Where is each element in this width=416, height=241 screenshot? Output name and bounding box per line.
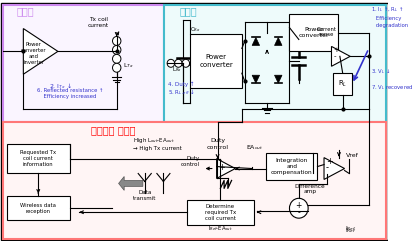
Text: 4. Duty ↑
5. R$_{L,eff}$ ↓: 4. Duty ↑ 5. R$_{L,eff}$ ↓ [168, 81, 196, 97]
Circle shape [175, 59, 182, 67]
Text: I$_{Ref}$: I$_{Ref}$ [346, 226, 357, 235]
Text: C$_{Rx}$: C$_{Rx}$ [191, 26, 201, 34]
Bar [191, 33, 242, 88]
Text: Vref: Vref [347, 153, 359, 158]
Text: Difference
amp: Difference amp [295, 184, 325, 194]
Polygon shape [252, 38, 260, 46]
Text: +: + [218, 162, 225, 172]
Text: 6. Reflected resistance ↑
    Efficiency increased: 6. Reflected resistance ↑ Efficiency inc… [37, 88, 104, 99]
Bar [7, 196, 70, 220]
Text: Integration
and
compensation: Integration and compensation [271, 158, 312, 175]
Bar [187, 200, 254, 225]
Text: -: - [333, 53, 336, 59]
Text: 2. I$_{Tx}$ ↓: 2. I$_{Tx}$ ↓ [49, 81, 72, 91]
Text: Determine
required Tx
coil current: Determine required Tx coil current [205, 204, 236, 221]
Bar [7, 144, 70, 174]
Text: L$_{Rx}$: L$_{Rx}$ [172, 65, 182, 74]
Text: 1. I$_L$ ↑, R$_L$ ↑
   Efficiency
   degradation: 1. I$_L$ ↑, R$_L$ ↑ Efficiency degradati… [371, 6, 408, 27]
Polygon shape [217, 159, 235, 178]
Circle shape [167, 59, 175, 67]
Circle shape [112, 54, 121, 63]
Text: Wireless data
reception: Wireless data reception [20, 203, 56, 214]
Text: 수신부: 수신부 [179, 7, 197, 17]
Text: Power
converter: Power converter [199, 54, 233, 67]
Text: High L$_{out}$-EA$_{out}$
→ High Tx current: High L$_{out}$-EA$_{out}$ → High Tx curr… [133, 136, 181, 151]
Polygon shape [324, 158, 344, 180]
Polygon shape [275, 38, 282, 46]
Circle shape [182, 59, 190, 67]
Bar [164, 5, 386, 122]
Polygon shape [119, 176, 143, 190]
Text: I$_{Ref}$: I$_{Ref}$ [346, 224, 357, 233]
Text: Data
transmit: Data transmit [133, 190, 156, 201]
Text: +: + [296, 201, 302, 210]
Circle shape [290, 198, 308, 218]
Text: 7. V$_L$ recovered: 7. V$_L$ recovered [371, 83, 413, 92]
Bar [333, 73, 352, 95]
Text: -: - [326, 163, 329, 173]
Bar [266, 153, 317, 181]
Text: Current
sense: Current sense [317, 27, 337, 38]
Bar [290, 14, 338, 51]
Text: Duty
control: Duty control [207, 139, 228, 150]
Polygon shape [332, 47, 350, 66]
Text: R$_L$: R$_L$ [338, 79, 347, 89]
Text: Tx coil
current: Tx coil current [87, 17, 109, 27]
Text: -: - [218, 157, 221, 166]
Text: Duty
control: Duty control [181, 156, 200, 167]
Text: -: - [297, 208, 300, 217]
Polygon shape [275, 75, 282, 83]
Text: EA$_{out}$: EA$_{out}$ [246, 143, 264, 152]
Text: I$_{Ref}$-EA$_{out}$: I$_{Ref}$-EA$_{out}$ [208, 224, 233, 233]
Text: Power
converter: Power converter [298, 27, 329, 38]
Text: Power
converter
and
inverter: Power converter and inverter [21, 41, 47, 65]
Text: Requested Tx
coil current
information: Requested Tx coil current information [20, 150, 56, 167]
Text: 3. V$_L$ ↓: 3. V$_L$ ↓ [371, 67, 390, 76]
Circle shape [112, 63, 121, 72]
Text: +: + [326, 157, 333, 166]
Circle shape [112, 46, 121, 54]
Text: 송신부: 송신부 [17, 7, 35, 17]
Polygon shape [23, 28, 58, 74]
Text: +: + [333, 47, 339, 53]
Bar [3, 122, 386, 239]
Text: L$_{Tx}$: L$_{Tx}$ [123, 61, 134, 70]
Circle shape [112, 36, 121, 46]
Bar [3, 5, 164, 122]
Polygon shape [252, 75, 260, 83]
Text: 부하변동 제어부: 부하변동 제어부 [91, 125, 135, 135]
